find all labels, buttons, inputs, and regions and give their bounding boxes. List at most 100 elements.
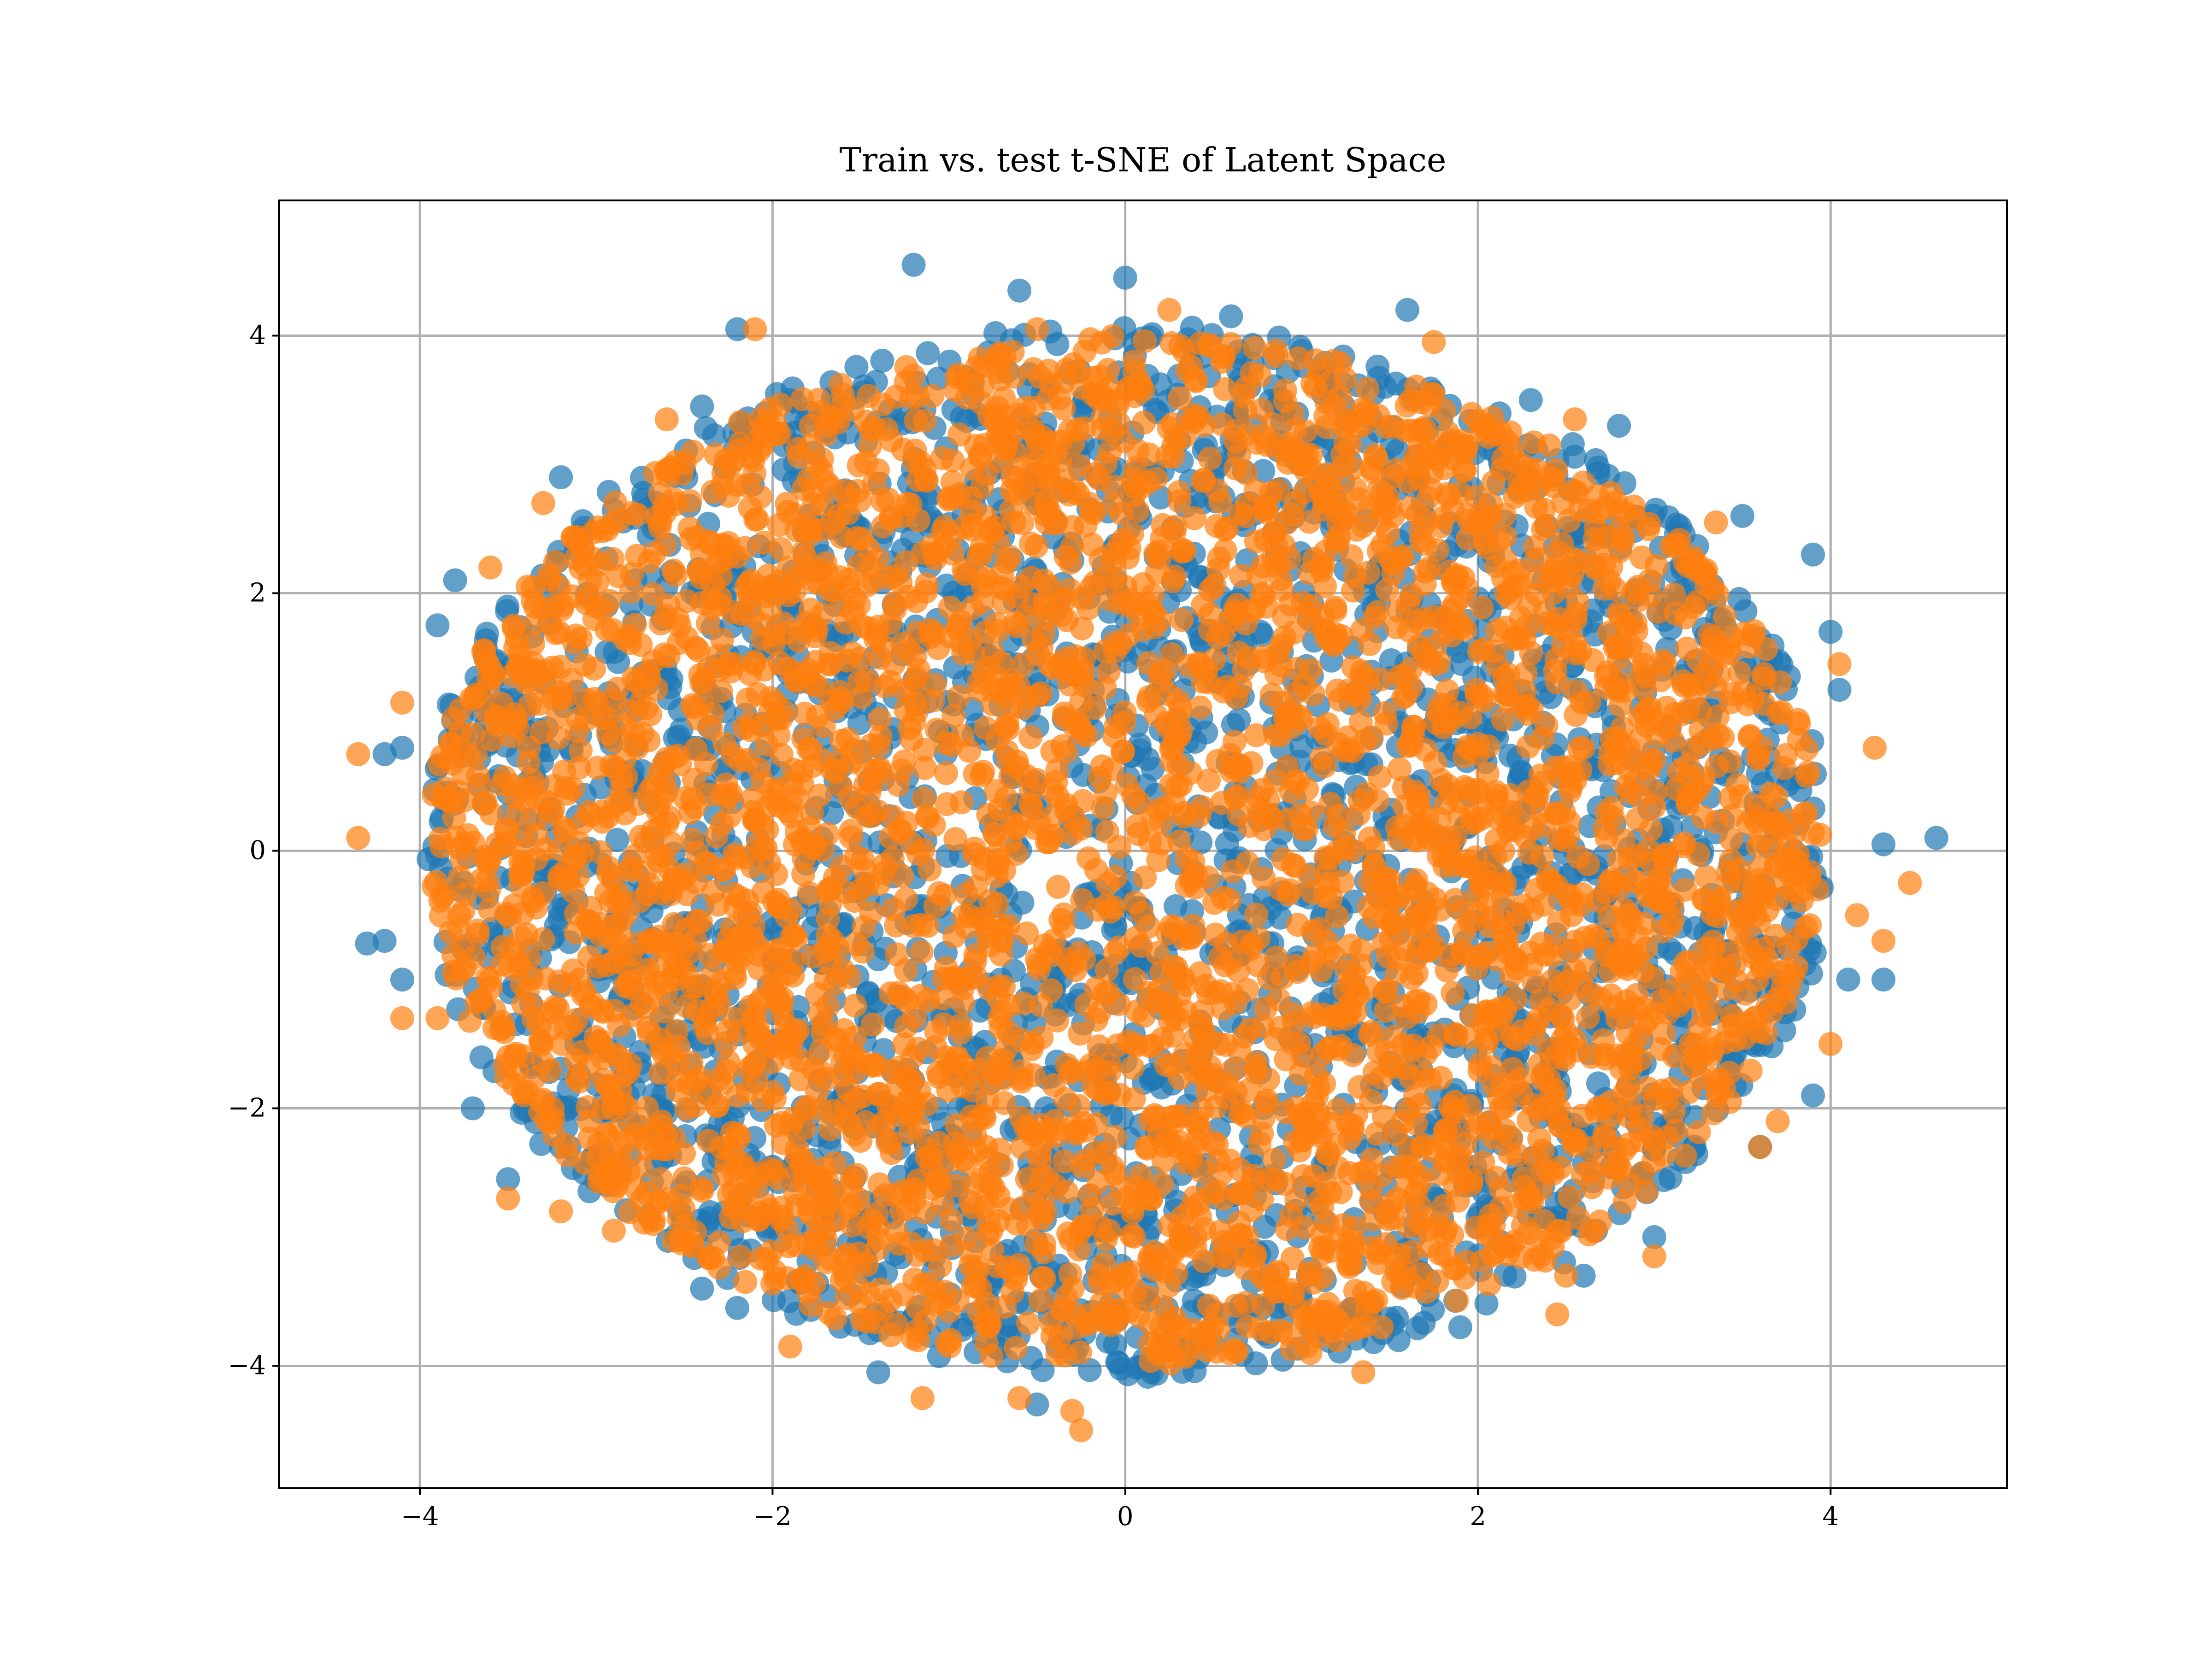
scatter-point bbox=[1470, 596, 1494, 620]
scatter-point bbox=[1375, 578, 1399, 602]
scatter-point bbox=[954, 882, 978, 906]
scatter-point bbox=[963, 762, 987, 786]
scatter-point bbox=[1097, 1219, 1121, 1243]
scatter-point bbox=[1029, 1289, 1053, 1313]
scatter-point bbox=[443, 569, 467, 593]
scatter-point bbox=[1188, 696, 1212, 720]
scatter-point bbox=[1347, 802, 1371, 826]
scatter-point bbox=[573, 653, 597, 677]
scatter-point bbox=[1068, 1340, 1092, 1364]
scatter-point bbox=[994, 786, 1018, 810]
scatter-point bbox=[1326, 1156, 1350, 1180]
scatter-point bbox=[1801, 1084, 1825, 1108]
scatter-point bbox=[1121, 784, 1145, 808]
scatter-point bbox=[892, 1033, 916, 1056]
scatter-point bbox=[1206, 557, 1230, 581]
scatter-point bbox=[916, 341, 940, 365]
scatter-point bbox=[1607, 414, 1631, 438]
scatter-point bbox=[1018, 792, 1042, 816]
scatter-point bbox=[1482, 470, 1506, 494]
scatter-point bbox=[1588, 1209, 1612, 1233]
scatter-point bbox=[973, 1311, 997, 1335]
scatter-point bbox=[1113, 266, 1137, 290]
scatter-point bbox=[1836, 968, 1860, 992]
scatter-point bbox=[866, 1360, 890, 1384]
scatter-point bbox=[878, 1289, 902, 1313]
scatter-point bbox=[425, 613, 449, 637]
scatter-point bbox=[549, 465, 573, 489]
scatter-point bbox=[1223, 730, 1247, 754]
scatter-point bbox=[954, 1226, 978, 1250]
scatter-point bbox=[355, 932, 379, 956]
scatter-point bbox=[1828, 678, 1852, 702]
scatter-point bbox=[1448, 1315, 1472, 1339]
scatter-point bbox=[1059, 1262, 1082, 1286]
scatter-point bbox=[915, 1146, 939, 1170]
scatter-point bbox=[1375, 712, 1399, 736]
scatter-point bbox=[1122, 1087, 1146, 1111]
scatter-point bbox=[1268, 877, 1292, 901]
scatter-point bbox=[1652, 1021, 1676, 1045]
scatter-point bbox=[690, 1277, 714, 1301]
scatter-point bbox=[1011, 891, 1035, 915]
scatter-point bbox=[1924, 826, 1948, 850]
scatter-point bbox=[1170, 608, 1194, 632]
scatter-point bbox=[976, 1147, 1000, 1171]
scatter-point bbox=[856, 1309, 880, 1333]
scatter-point bbox=[390, 968, 414, 992]
scatter-point bbox=[1594, 1047, 1618, 1071]
scatter-point bbox=[1818, 620, 1842, 644]
scatter-point bbox=[461, 1097, 485, 1121]
scatter-point bbox=[1516, 735, 1540, 759]
scatter-point bbox=[390, 736, 414, 760]
scatter-point bbox=[1471, 1150, 1495, 1174]
scatter-point bbox=[1161, 445, 1185, 469]
scatter-point bbox=[1205, 478, 1229, 502]
scatter-point bbox=[1219, 305, 1243, 329]
scatter-point bbox=[1871, 833, 1895, 857]
scatter-point bbox=[1136, 651, 1160, 675]
scatter-point bbox=[1395, 298, 1419, 322]
scatter-point bbox=[733, 1270, 757, 1294]
scatter-point bbox=[1687, 1120, 1711, 1144]
scatter-point bbox=[1530, 845, 1554, 869]
scatter-point bbox=[938, 596, 962, 620]
scatter-point bbox=[1260, 683, 1284, 707]
scatter-point bbox=[725, 1296, 749, 1320]
scatter-point bbox=[681, 828, 705, 852]
scatter-point bbox=[1211, 886, 1235, 910]
scatter-point bbox=[1310, 746, 1334, 770]
scatter-point bbox=[1790, 888, 1814, 912]
scatter-point bbox=[690, 394, 714, 418]
scatter-point bbox=[871, 349, 894, 373]
scatter-point bbox=[1315, 415, 1339, 439]
scatter-point bbox=[1445, 1289, 1469, 1313]
chart-title: Train vs. test t-SNE of Latent Space bbox=[839, 141, 1446, 179]
scatter-point bbox=[845, 526, 869, 550]
scatter-point bbox=[1730, 504, 1754, 528]
scatter-point bbox=[1164, 894, 1188, 918]
scatter-point bbox=[710, 812, 734, 836]
scatter-point bbox=[1016, 1311, 1040, 1335]
scatter-point bbox=[696, 1129, 720, 1153]
scatter-point bbox=[649, 1167, 673, 1191]
scatter-point bbox=[1801, 543, 1825, 567]
scatter-point bbox=[1007, 279, 1031, 303]
scatter-point bbox=[902, 253, 926, 277]
scatter-point bbox=[1294, 817, 1318, 841]
scatter-point bbox=[1506, 1144, 1530, 1168]
scatter-point bbox=[515, 922, 539, 946]
scatter-point bbox=[851, 939, 875, 963]
scatter-point bbox=[1154, 1053, 1178, 1077]
scatter-point bbox=[1558, 1185, 1582, 1209]
scatter-point bbox=[1316, 939, 1340, 963]
scatter-point bbox=[1613, 1190, 1637, 1214]
scatter-point bbox=[934, 761, 958, 785]
scatter-point bbox=[843, 994, 867, 1018]
scatter-point bbox=[1519, 388, 1543, 412]
scatter-point bbox=[554, 1133, 578, 1157]
scatter-point bbox=[1739, 1059, 1763, 1083]
scatter-point bbox=[1194, 721, 1218, 745]
